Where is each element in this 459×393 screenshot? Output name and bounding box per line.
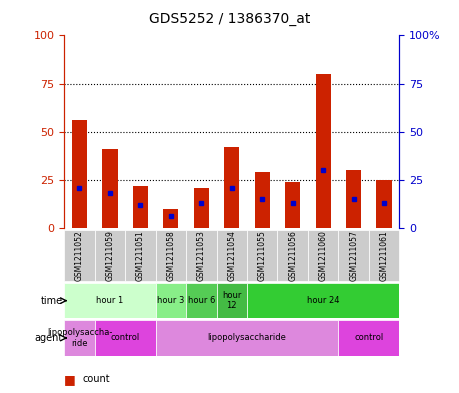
Bar <box>133 185 148 228</box>
Bar <box>338 230 369 281</box>
Text: hour 3: hour 3 <box>157 296 185 305</box>
Bar <box>72 120 87 228</box>
Bar <box>156 320 338 356</box>
Bar <box>376 180 392 228</box>
Bar <box>194 187 209 228</box>
Bar <box>64 320 95 356</box>
Text: GSM1211054: GSM1211054 <box>227 230 236 281</box>
Text: time: time <box>40 296 63 306</box>
Text: control: control <box>111 334 140 342</box>
Bar <box>308 230 338 281</box>
Text: GDS5252 / 1386370_at: GDS5252 / 1386370_at <box>149 12 310 26</box>
Text: hour
12: hour 12 <box>222 291 241 310</box>
Text: GSM1211057: GSM1211057 <box>349 230 358 281</box>
Bar <box>102 149 118 228</box>
Text: GSM1211055: GSM1211055 <box>258 230 267 281</box>
Text: ■: ■ <box>64 373 76 386</box>
Text: GSM1211060: GSM1211060 <box>319 230 328 281</box>
Bar <box>369 230 399 281</box>
Bar <box>156 230 186 281</box>
Text: GSM1211059: GSM1211059 <box>106 230 114 281</box>
Bar <box>95 230 125 281</box>
Bar <box>95 320 156 356</box>
Text: hour 1: hour 1 <box>96 296 123 305</box>
Text: hour 24: hour 24 <box>307 296 339 305</box>
Bar <box>255 172 270 228</box>
Bar <box>217 283 247 318</box>
Text: agent: agent <box>34 333 63 343</box>
Bar <box>64 283 156 318</box>
Bar <box>64 230 95 281</box>
Bar <box>346 170 361 228</box>
Bar <box>247 230 278 281</box>
Text: GSM1211056: GSM1211056 <box>288 230 297 281</box>
Text: lipopolysaccharide: lipopolysaccharide <box>207 334 286 342</box>
Bar <box>156 283 186 318</box>
Bar <box>125 230 156 281</box>
Text: GSM1211053: GSM1211053 <box>197 230 206 281</box>
Bar <box>163 209 179 228</box>
Text: GSM1211052: GSM1211052 <box>75 230 84 281</box>
Bar <box>247 283 399 318</box>
Text: GSM1211051: GSM1211051 <box>136 230 145 281</box>
Bar <box>186 230 217 281</box>
Text: control: control <box>354 334 383 342</box>
Text: GSM1211061: GSM1211061 <box>380 230 389 281</box>
Bar <box>224 147 240 228</box>
Text: GSM1211058: GSM1211058 <box>166 230 175 281</box>
Text: hour 6: hour 6 <box>188 296 215 305</box>
Bar <box>338 320 399 356</box>
Bar <box>285 182 300 228</box>
Bar <box>278 230 308 281</box>
Bar <box>316 74 331 228</box>
Text: count: count <box>83 374 110 384</box>
Bar <box>217 230 247 281</box>
Bar <box>186 283 217 318</box>
Text: lipopolysaccha-
ride: lipopolysaccha- ride <box>47 328 112 348</box>
